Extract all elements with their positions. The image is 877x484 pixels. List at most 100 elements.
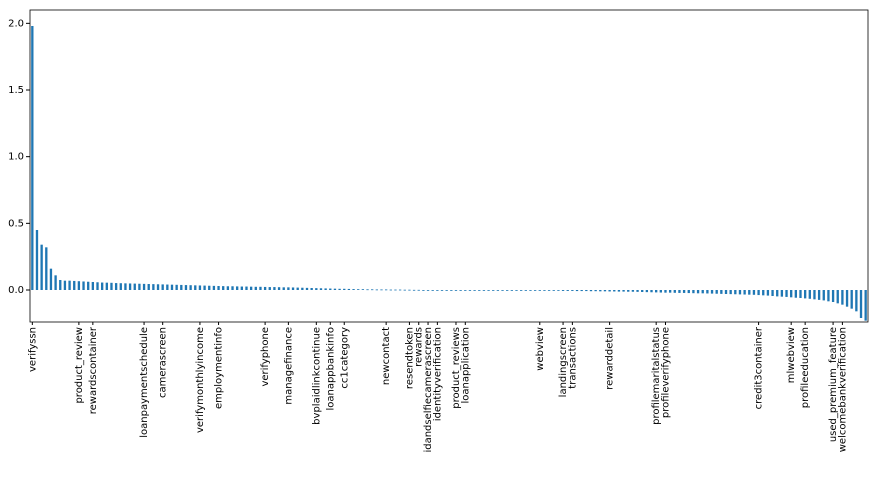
bar	[720, 290, 723, 294]
bar	[100, 282, 104, 290]
bar	[589, 290, 593, 292]
bar	[184, 285, 188, 290]
bar	[389, 289, 392, 291]
bar	[822, 290, 825, 301]
x-tick-label: verifyssn	[27, 327, 38, 372]
bar	[357, 289, 360, 290]
bar	[478, 290, 481, 291]
bar	[361, 289, 365, 290]
bar	[659, 290, 662, 293]
y-tick-label: 0.0	[8, 285, 24, 296]
bar	[245, 286, 248, 290]
bar	[73, 280, 76, 290]
x-tick-label: cc1category	[339, 327, 350, 389]
x-tick-label: verifyphone	[260, 327, 271, 387]
bar	[547, 290, 551, 291]
x-tick-label: bvplaidlinkcontinue	[311, 327, 322, 425]
bar	[35, 230, 39, 290]
bar	[119, 283, 122, 290]
bar	[487, 290, 490, 291]
bar	[417, 289, 420, 291]
bar	[864, 290, 867, 321]
bar	[40, 244, 43, 290]
bar	[613, 290, 616, 292]
bar	[790, 290, 793, 298]
bar	[627, 290, 630, 292]
bar	[222, 286, 225, 290]
bar	[575, 290, 579, 292]
bar	[291, 287, 295, 290]
bar	[329, 288, 332, 290]
bar	[138, 283, 141, 290]
bar	[808, 290, 811, 299]
y-tick-label: 0.5	[8, 218, 24, 229]
x-tick-label: rewarddetail	[605, 327, 616, 390]
x-tick-label: verifymonthlyincome	[195, 327, 206, 433]
bar	[501, 290, 504, 291]
bar	[426, 290, 430, 291]
bar	[673, 290, 676, 293]
bar	[268, 287, 271, 290]
bar	[468, 290, 472, 291]
bar	[473, 290, 476, 291]
bar	[310, 288, 313, 290]
y-tick-label: 1.0	[8, 152, 24, 163]
bar	[785, 290, 788, 297]
bar	[831, 290, 835, 302]
bar	[813, 290, 816, 300]
x-tick-label: product_reviews	[451, 327, 462, 409]
bar	[496, 290, 500, 291]
bar	[352, 289, 355, 290]
bar	[319, 288, 323, 290]
bar	[45, 247, 48, 290]
x-tick-label: idandselfiecamerascreen	[423, 327, 434, 453]
bar	[124, 283, 127, 290]
bar	[128, 283, 132, 290]
bar	[794, 290, 798, 298]
bar	[87, 281, 90, 290]
bar	[408, 289, 411, 291]
x-tick-label: loanappbankinfo	[325, 327, 336, 411]
x-tick-label: managefinance	[283, 327, 294, 405]
bar	[263, 286, 267, 290]
bar	[678, 290, 681, 293]
bar	[524, 290, 527, 291]
bar	[142, 283, 146, 290]
bar	[641, 290, 644, 292]
bar	[371, 289, 374, 291]
bar	[855, 290, 858, 312]
x-tick-label: profilemaritalstatus	[651, 327, 662, 425]
bar	[766, 290, 770, 296]
bar	[701, 290, 704, 294]
bar	[799, 290, 802, 298]
bar	[776, 290, 779, 297]
bar	[636, 290, 639, 292]
bar	[91, 282, 95, 290]
bar	[482, 290, 486, 291]
bar	[817, 290, 821, 300]
bar	[608, 290, 611, 292]
bar	[31, 26, 34, 290]
bar	[519, 290, 523, 291]
bar	[431, 290, 434, 291]
x-tick-label: rewards	[414, 327, 425, 367]
bar	[366, 289, 369, 291]
x-tick-label: identityverification	[432, 327, 443, 421]
bar	[492, 290, 495, 291]
bar	[152, 284, 155, 290]
bar	[82, 281, 85, 290]
bar	[552, 290, 555, 291]
bar	[343, 288, 346, 290]
x-tick-label: camerascreen	[158, 327, 169, 398]
bar	[836, 290, 839, 304]
bar	[845, 290, 849, 307]
bar	[594, 290, 597, 292]
bar	[580, 290, 583, 292]
bar	[696, 290, 700, 294]
bar	[394, 289, 397, 291]
x-tick-label: landingscreen	[558, 327, 569, 397]
bar	[347, 288, 351, 290]
bar	[771, 290, 774, 296]
bar	[715, 290, 718, 294]
bar	[752, 290, 756, 295]
